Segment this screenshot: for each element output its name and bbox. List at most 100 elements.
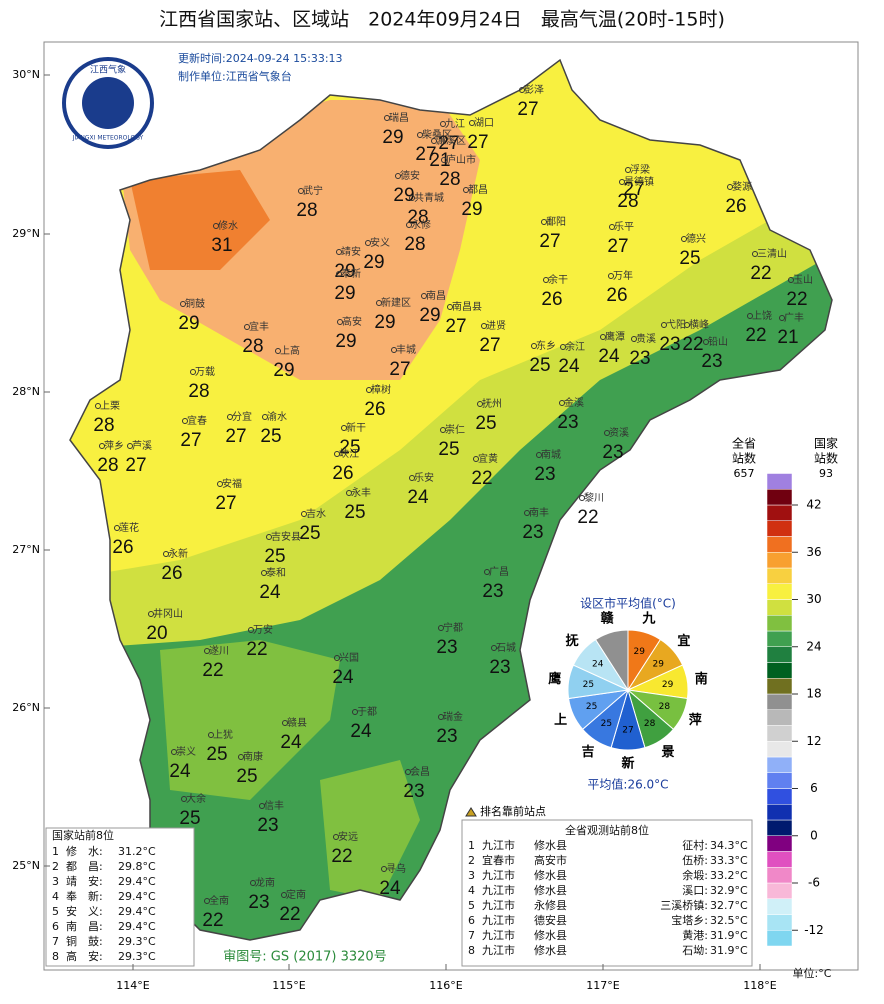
province-cell: 32.9°C [710, 884, 748, 897]
national-cell: 1 [52, 845, 59, 858]
station-value: 28 [617, 191, 638, 212]
station-dot [182, 418, 188, 424]
station-dot [579, 495, 585, 501]
station-dot [259, 803, 265, 809]
station-name: 峡江 [339, 447, 359, 460]
station-value: 23 [659, 334, 680, 355]
station-value: 29 [273, 360, 294, 381]
station-name: 赣县 [287, 716, 307, 729]
national-cell: 高 安: [66, 949, 103, 963]
station-dot [248, 627, 254, 633]
province-cell: 修水县 [534, 883, 567, 897]
lon-label: 117°E [586, 979, 619, 992]
station-dot [376, 300, 382, 306]
station-dot [261, 570, 267, 576]
station-name: 兴国 [339, 652, 359, 664]
province-cell: 高安市 [534, 853, 567, 867]
station-name: 乐安 [414, 471, 434, 484]
pie-name: 景 [661, 745, 674, 760]
station-value: 26 [161, 563, 182, 584]
station-dot [352, 709, 358, 715]
station-name: 景德镇 [624, 175, 654, 188]
station-value: 26 [112, 537, 133, 558]
station-dot [703, 339, 709, 345]
pie-name: 抚 [566, 633, 579, 649]
station-value: 29 [419, 305, 440, 326]
national-title: 国家站前8位 [52, 828, 114, 842]
national-cell: 31.2°C [118, 845, 156, 858]
station-name: 龙南 [255, 876, 275, 889]
colorbar-cell [766, 867, 793, 884]
station-name: 武宁 [303, 184, 323, 197]
station-dot [625, 167, 631, 173]
station-dot [440, 121, 446, 127]
station-dot [779, 315, 785, 321]
station-name: 上栗 [100, 400, 120, 412]
station-dot [381, 866, 387, 872]
station-value: 24 [259, 582, 281, 603]
station-name: 宜黄 [478, 452, 498, 465]
station-value: 22 [202, 660, 223, 681]
station-name: 横峰 [689, 318, 709, 331]
station-name: 铜鼓 [185, 297, 205, 310]
national-cell: 4 [52, 890, 59, 903]
pie-name: 鹰 [548, 671, 561, 687]
update-time: 更新时间:2024-09-24 15:33:13 [178, 51, 343, 65]
logo-core [82, 77, 134, 129]
station-name: 黎川 [584, 491, 604, 504]
station-name: 鄱阳 [546, 215, 566, 228]
station-value: 24 [598, 346, 620, 367]
station-name: 信丰 [264, 799, 284, 812]
station-dot [747, 313, 753, 319]
station-value: 22 [682, 334, 703, 355]
colorbar-cell [766, 772, 793, 789]
colorbar-head: 站数 [814, 451, 838, 466]
national-cell: 2 [52, 860, 59, 873]
province-cell: 7 [468, 929, 475, 942]
station-dot [227, 414, 233, 420]
colorbar-cell [766, 788, 793, 805]
pie-value: 28 [659, 702, 671, 712]
province-cell: 4 [468, 884, 475, 897]
national-cell: 安 义: [66, 904, 103, 918]
colorbar-label: 24 [806, 639, 821, 653]
station-name: 安义 [370, 236, 390, 249]
station-name: 上饶 [752, 309, 772, 322]
station-dot [519, 87, 525, 93]
station-value: 23 [436, 637, 457, 658]
station-dot [608, 273, 614, 279]
province-cell: 九江市 [482, 838, 515, 852]
pie-value: 25 [601, 719, 612, 729]
colorbar-cell [766, 536, 793, 553]
province-cell: 5 [468, 899, 475, 912]
colorbar-cell [766, 520, 793, 537]
station-dot [336, 271, 342, 277]
station-name: 广丰 [784, 311, 804, 324]
station-value: 28 [93, 415, 114, 436]
station-name: 上犹 [213, 729, 233, 741]
station-dot [114, 525, 120, 531]
station-dot [95, 403, 101, 409]
logo-cn: 江西气象 [90, 64, 126, 76]
station-name: 广昌 [489, 566, 509, 578]
station-dot [541, 219, 547, 225]
station-value: 25 [475, 413, 496, 434]
station-name: 瑞金 [443, 710, 463, 723]
station-name: 寻乌 [386, 862, 406, 875]
province-cell: 2 [468, 854, 475, 867]
colorbar-head: 93 [819, 467, 833, 480]
station-dot [266, 534, 272, 540]
station-dot [99, 443, 105, 449]
station-dot [409, 195, 415, 201]
station-dot [213, 223, 219, 229]
station-value: 28 [188, 381, 209, 402]
national-cell: 奉 新: [66, 889, 103, 903]
province-cell: 修水县 [534, 943, 567, 957]
station-value: 23 [482, 581, 503, 602]
station-name: 芦溪 [132, 440, 152, 452]
station-dot [431, 138, 437, 144]
station-value: 29 [374, 312, 395, 333]
station-name: 遂川 [209, 644, 229, 657]
